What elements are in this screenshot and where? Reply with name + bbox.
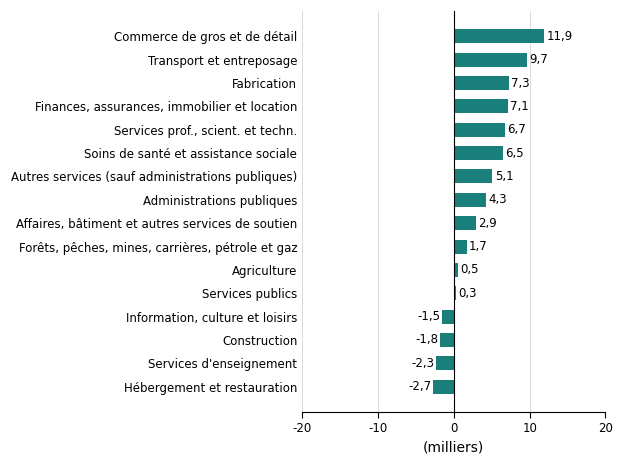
Bar <box>454 240 467 254</box>
Text: 1,7: 1,7 <box>469 240 488 253</box>
Text: 2,9: 2,9 <box>478 217 497 230</box>
Bar <box>454 123 505 137</box>
Text: -2,3: -2,3 <box>411 357 434 370</box>
Bar <box>442 309 454 323</box>
Bar <box>454 263 457 277</box>
Bar <box>434 380 454 394</box>
Bar <box>454 53 527 67</box>
X-axis label: (milliers): (milliers) <box>423 441 484 455</box>
Bar <box>454 146 503 160</box>
Text: -2,7: -2,7 <box>408 380 431 393</box>
Text: 0,3: 0,3 <box>459 287 477 300</box>
Bar <box>454 286 456 300</box>
Text: 0,5: 0,5 <box>460 263 479 276</box>
Text: -1,8: -1,8 <box>415 334 438 347</box>
Bar <box>436 356 454 370</box>
Bar <box>454 170 492 184</box>
Bar <box>440 333 454 347</box>
Text: 4,3: 4,3 <box>489 193 507 206</box>
Bar <box>454 99 508 113</box>
Text: -1,5: -1,5 <box>417 310 440 323</box>
Text: 11,9: 11,9 <box>547 30 573 43</box>
Text: 6,7: 6,7 <box>507 123 525 136</box>
Text: 7,1: 7,1 <box>510 100 529 113</box>
Bar <box>454 216 476 230</box>
Bar <box>454 29 544 43</box>
Bar <box>454 193 487 207</box>
Text: 6,5: 6,5 <box>505 147 524 160</box>
Text: 5,1: 5,1 <box>495 170 514 183</box>
Text: 9,7: 9,7 <box>530 53 548 66</box>
Text: 7,3: 7,3 <box>512 76 530 89</box>
Bar <box>454 76 509 90</box>
